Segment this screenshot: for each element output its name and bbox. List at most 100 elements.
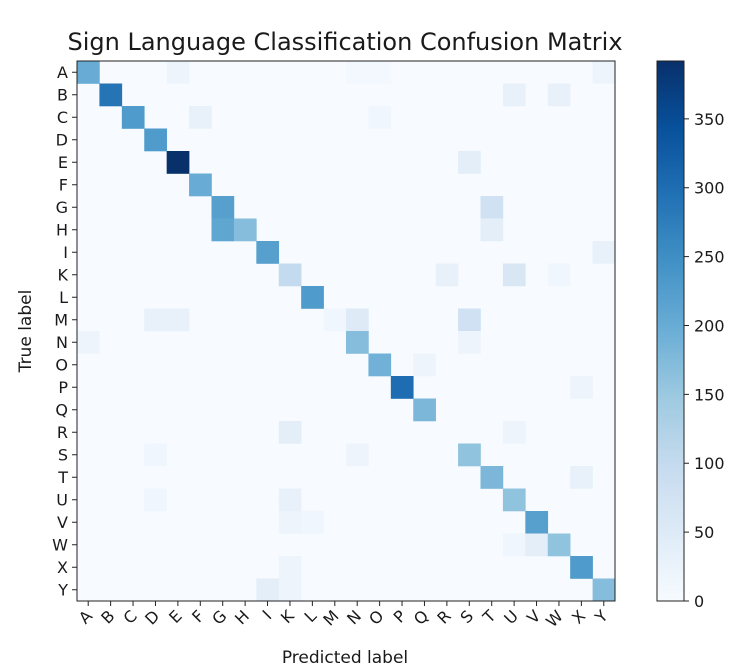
heatmap-cell-Y-K [278,578,302,602]
heatmap-cell-G-G [211,196,235,219]
colorbar [656,60,685,602]
y-tick-label: N [56,333,68,352]
y-tick-label: U [56,490,68,509]
y-tick-label: D [56,130,68,149]
heatmap-cell-C-F [189,106,212,129]
y-tick-label: T [57,468,68,487]
x-axis-label: Predicted label [282,648,408,668]
x-tick-label: S [457,606,478,627]
y-tick-label: X [57,558,68,577]
colorbar-tick-label: 300 [694,179,725,198]
heatmap-cell-Q-Q [413,398,436,422]
y-tick-label: W [52,535,68,554]
plot-frame [76,60,616,602]
colorbar-tick-label: 0 [694,592,704,611]
heatmap-cell-I-Y [592,241,616,264]
heatmap-cell-S-S [458,443,481,467]
heatmap-cell-S-N [346,443,369,467]
y-tick-label: K [58,265,69,284]
heatmap-cell-D-D [144,128,167,152]
heatmap-cell-R-U [502,421,526,444]
heatmap-cell-H-G [211,218,235,242]
x-tick-label: X [568,606,589,627]
heatmap-cell-S-D [144,443,167,467]
x-tick-label: Q [410,606,432,628]
heatmap-cell-N-A [77,331,100,354]
y-tick-label: E [58,153,68,172]
heatmap-cell-A-N [346,61,369,84]
heatmap-cell-U-U [502,488,526,512]
heatmap-cell-O-Q [413,353,436,377]
x-tick-label: B [97,606,118,627]
colorbar-tick-label: 200 [694,316,725,335]
y-tick-label: Q [55,400,68,419]
heatmap-cell-A-A [77,61,100,84]
heatmap-cell-P-P [390,376,414,399]
heatmap-cell-M-E [166,308,190,332]
heatmap-cell-L-L [301,286,324,309]
heatmap-cell-C-C [121,106,145,129]
heatmap-cell-N-S [458,331,481,354]
x-tick-label: V [523,606,544,627]
x-tick-label: D [141,606,163,628]
heatmap-cell-X-X [570,556,593,579]
colorbar-tick-label: 150 [694,385,725,404]
x-tick-label: Y [591,606,612,627]
x-axis-ticks: A B C D E F G H I K L M N O P Q R S T U VW X Y [75,601,612,631]
x-tick-label: P [390,606,411,627]
heatmap-cell-M-D [144,308,167,332]
x-tick-label: U [500,606,522,628]
x-tick-label: L [300,606,320,626]
heatmap-cell-M-S [458,308,481,332]
heatmap-cell-W-V [525,533,549,557]
colorbar-ticks: 0 50 100 150 200 250 300 350 [684,110,725,611]
heatmap-cell-B-W [547,83,571,107]
colorbar-tick-label: 100 [694,454,725,473]
heatmap-cell-V-L [301,511,324,534]
x-tick-label: G [208,606,230,628]
heatmap-cell-W-W [547,533,571,557]
heatmap-cell-G-T [480,196,504,219]
heatmap-cell-A-Y [592,61,616,84]
y-tick-label: B [57,85,68,104]
x-tick-label: H [231,606,253,628]
heatmap-cell-T-T [480,466,504,489]
y-tick-label: H [56,220,68,239]
heatmap-cell-R-K [278,421,302,444]
y-tick-label: R [57,423,68,442]
y-tick-label: G [56,198,68,217]
heatmap-cell-T-X [570,466,593,489]
y-tick-label: I [63,243,68,262]
x-tick-label: I [259,606,276,623]
y-tick-label: P [58,378,68,397]
x-tick-label: T [478,606,499,627]
heatmap-cell-M-M [323,308,347,332]
y-axis-label: True label [16,290,36,374]
heatmap-cell-E-S [458,151,481,174]
y-tick-label: F [59,175,68,194]
heatmap-cell-W-U [502,533,526,557]
heatmap-cell-K-U [502,263,526,287]
x-tick-label: A [75,606,96,627]
heatmap-cell-A-E [166,61,190,84]
heatmap-cell-E-E [166,151,190,174]
y-tick-label: L [59,288,68,307]
heatmap-cell-X-K [278,556,302,579]
y-tick-label: M [54,310,68,329]
x-tick-label: R [433,606,454,627]
x-tick-label: F [188,606,208,626]
heatmap-cell-B-B [99,83,123,107]
heatmap-cell-P-X [570,376,593,399]
heatmap-cell-H-H [233,218,257,242]
colorbar-tick-label: 50 [694,523,714,542]
heatmap-cell-V-V [525,511,549,534]
y-tick-label: V [57,513,68,532]
heatmap-cell-U-D [144,488,167,512]
heatmap-cell-F-F [189,173,212,197]
heatmap-cell-B-U [502,83,526,107]
chart-title: Sign Language Classification Confusion M… [67,28,622,56]
heatmap-cell-K-R [435,263,459,287]
y-tick-label: S [58,445,68,464]
